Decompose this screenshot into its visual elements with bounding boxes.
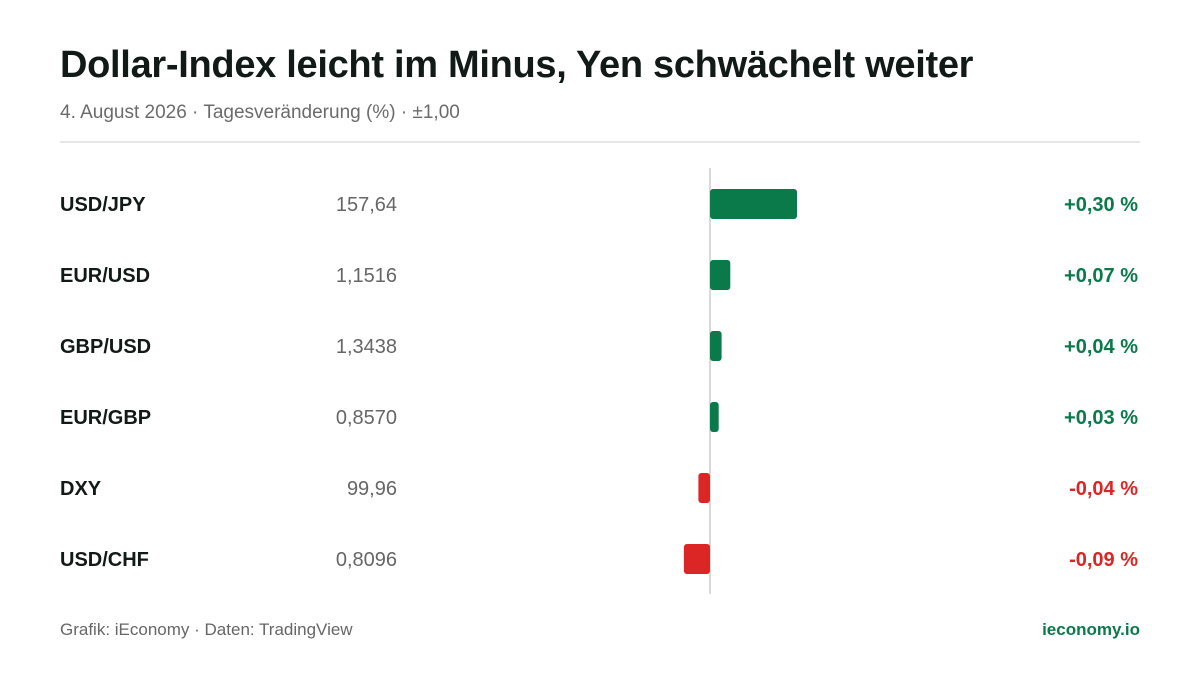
source-note: Grafik: iEconomy · Daten: TradingView xyxy=(60,620,353,639)
chart-row: DXY 99,96 -0,04 % xyxy=(60,473,1138,503)
positive-change-bar xyxy=(710,189,797,219)
pair-label: USD/JPY xyxy=(60,194,146,216)
chart-row: EUR/GBP 0,8570 +0,03 % xyxy=(60,402,1138,432)
change-label: +0,04 % xyxy=(1064,336,1138,358)
rate-value: 99,96 xyxy=(347,478,397,500)
negative-change-bar xyxy=(683,544,710,574)
pair-label: USD/CHF xyxy=(60,549,149,571)
rate-value: 157,64 xyxy=(336,194,397,216)
rate-value: 1,1516 xyxy=(336,265,397,287)
chart-row: USD/JPY 157,64 +0,30 % xyxy=(60,189,1138,219)
chart-title: Dollar-Index leicht im Minus, Yen schwäc… xyxy=(60,44,974,86)
pair-label: EUR/GBP xyxy=(60,407,151,429)
rate-value: 1,3438 xyxy=(336,336,397,358)
positive-change-bar xyxy=(710,260,731,290)
change-label: +0,07 % xyxy=(1064,265,1138,287)
change-label: -0,09 % xyxy=(1069,549,1138,571)
pair-label: GBP/USD xyxy=(60,336,151,358)
pair-label: EUR/USD xyxy=(60,265,150,287)
header-divider xyxy=(60,141,1140,143)
chart-row: USD/CHF 0,8096 -0,09 % xyxy=(60,544,1138,574)
change-label: -0,04 % xyxy=(1069,478,1138,500)
rate-value: 0,8096 xyxy=(336,549,397,571)
chart-subtitle: 4. August 2026 · Tagesveränderung (%) · … xyxy=(60,102,460,123)
change-label: +0,30 % xyxy=(1064,194,1138,216)
positive-change-bar xyxy=(710,402,719,432)
chart-row: GBP/USD 1,3438 +0,04 % xyxy=(60,331,1138,361)
pair-label: DXY xyxy=(60,478,102,500)
brand-link[interactable]: ieconomy.io xyxy=(1042,620,1140,639)
rate-value: 0,8570 xyxy=(336,407,397,429)
negative-change-bar xyxy=(698,473,710,503)
positive-change-bar xyxy=(710,331,722,361)
chart-row: EUR/USD 1,1516 +0,07 % xyxy=(60,260,1138,290)
change-label: +0,03 % xyxy=(1064,407,1138,429)
